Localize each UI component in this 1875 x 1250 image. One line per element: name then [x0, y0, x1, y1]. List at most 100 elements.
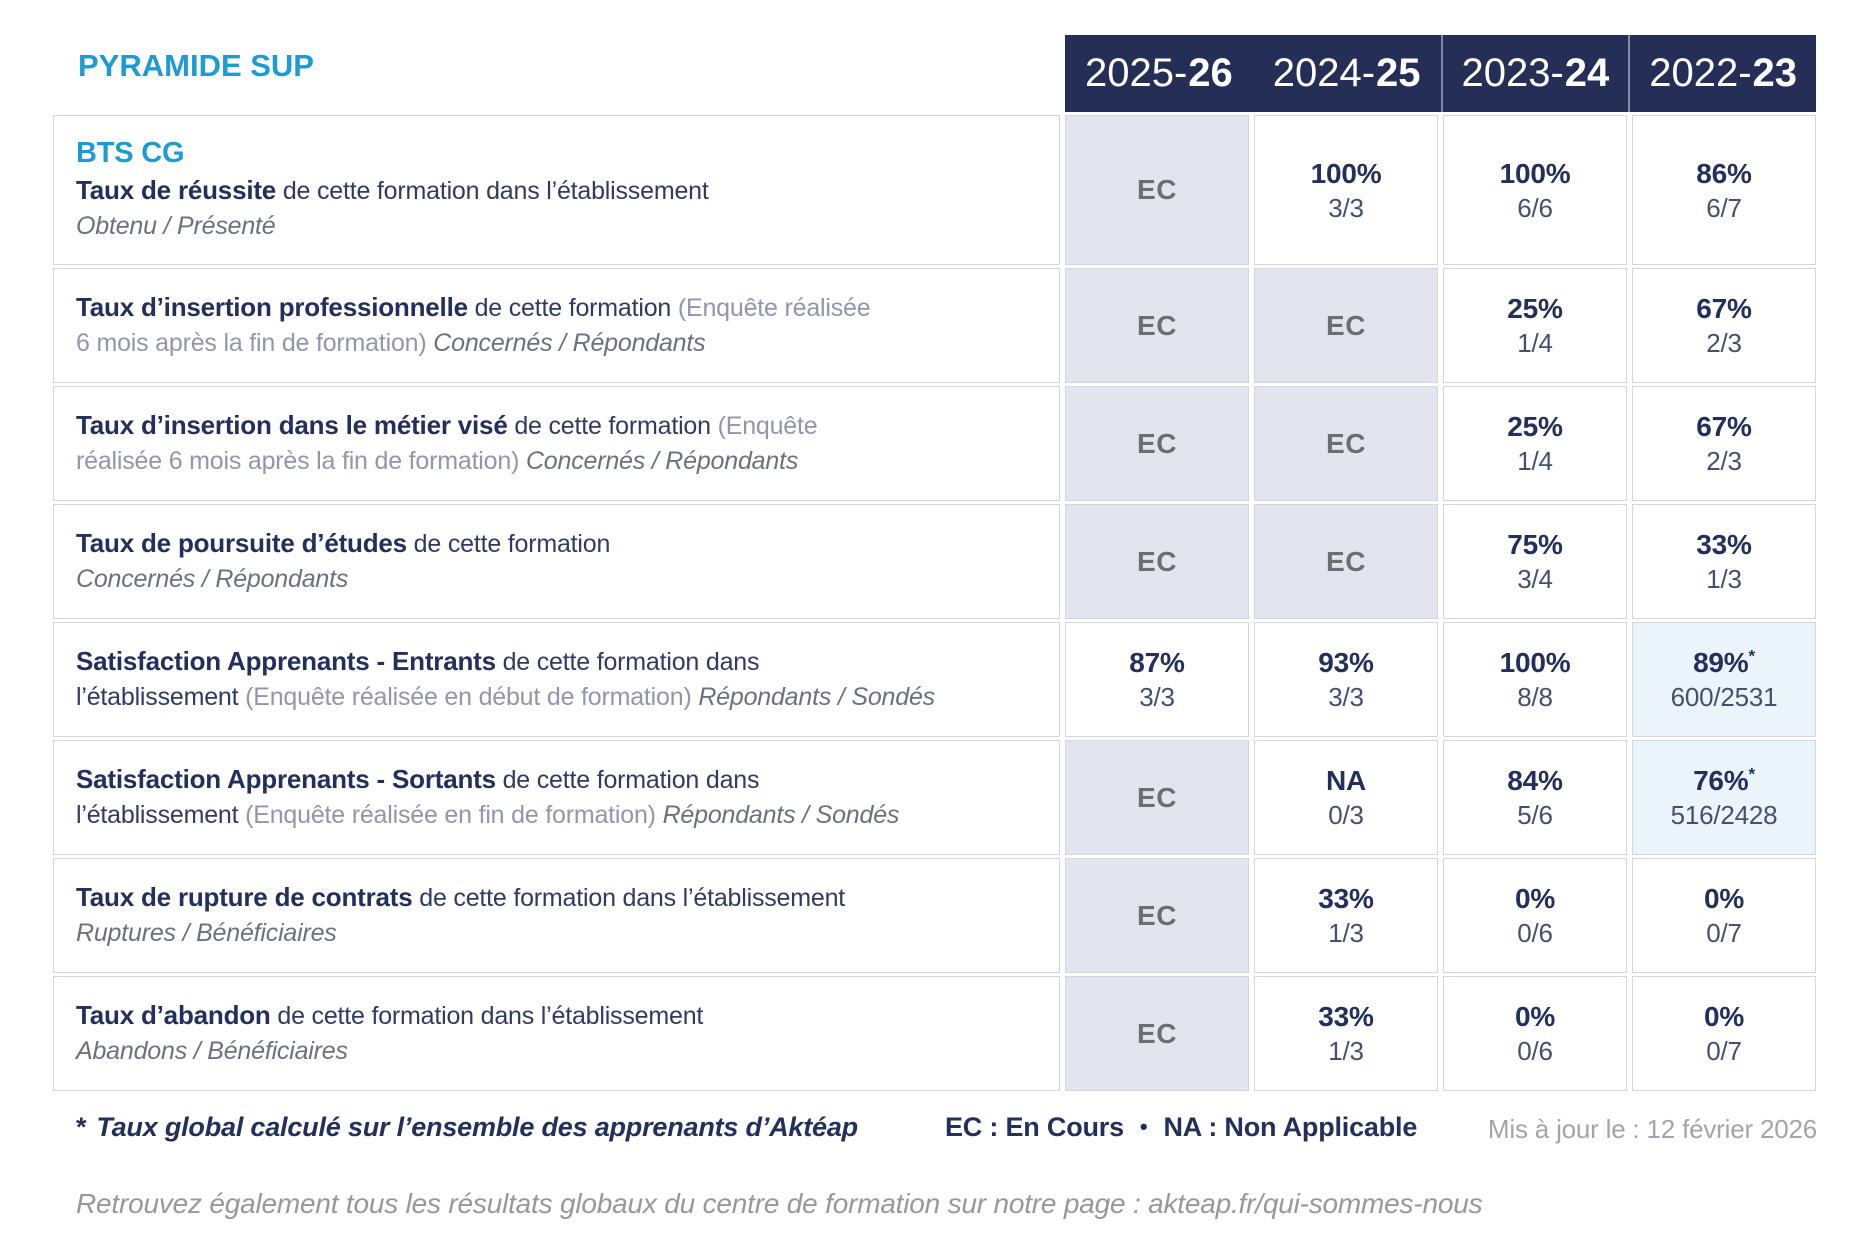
row-label-segment: Répondants / Sondés — [698, 683, 935, 711]
row-label-line: Obtenu / Présenté — [76, 209, 1049, 244]
year-header-band: 2025- 26 2024- 25 2023- 24 2022- 23 — [1065, 35, 1816, 112]
rate-percent: 86% — [1696, 159, 1752, 188]
rate-percent: NA — [1326, 767, 1366, 795]
row-label-line: réalisée 6 mois après la fin de formatio… — [76, 444, 1049, 479]
footnote-star-marker: * — [76, 1112, 87, 1142]
row-label-line: Taux de rupture de contrats de cette for… — [76, 880, 1049, 916]
row-label-segment: Taux de réussite — [76, 174, 277, 205]
rate-percent-text: 0% — [1703, 1001, 1745, 1032]
row-label-line: l’établissement (Enquête réalisée en fin… — [76, 798, 1049, 833]
row-label-segment: Taux de rupture de contrats — [76, 882, 413, 912]
year-prefix: 2023- — [1461, 51, 1564, 95]
value-cell: 0% 0/7 — [1632, 976, 1816, 1091]
legend-ec: EC : En Cours — [945, 1112, 1124, 1142]
row-label: Taux de rupture de contrats de cette for… — [53, 858, 1060, 973]
table-row: Satisfaction Apprenants - Entrants de ce… — [53, 622, 1816, 737]
row-label-line: Satisfaction Apprenants - Sortants de ce… — [76, 762, 1049, 798]
row-label-segment: de cette formation dans — [495, 648, 760, 676]
row-label-segment: Taux d’abandon — [76, 1000, 271, 1030]
year-prefix: 2022- — [1649, 51, 1752, 95]
rate-percent: 67% — [1696, 413, 1752, 441]
value-cell: 75% 3/4 — [1443, 504, 1627, 619]
rate-fraction: 1/4 — [1517, 328, 1553, 358]
rate-percent: 84% — [1507, 767, 1563, 795]
rate-fraction: 2/3 — [1706, 328, 1742, 358]
row-label-segment: Obtenu / Présenté — [76, 211, 276, 240]
value-cell: 0% 0/7 — [1632, 858, 1816, 973]
row-label-line: Concernés / Répondants — [76, 562, 1049, 597]
value-cell: 100% 6/6 — [1443, 115, 1627, 265]
rate-percent: 100% — [1500, 159, 1571, 188]
rate-percent-text: 100% — [1310, 157, 1382, 189]
rate-fraction: 1/3 — [1328, 1036, 1364, 1066]
rate-fraction: 0/3 — [1328, 800, 1364, 830]
value-cell: 33% 1/3 — [1254, 976, 1438, 1091]
rate-percent: 0% — [1704, 1003, 1744, 1031]
table-row: Taux de poursuite d’études de cette form… — [53, 504, 1816, 619]
ec-cell: EC — [1065, 740, 1249, 855]
rate-percent: 33% — [1318, 885, 1374, 913]
rate-fraction: 3/3 — [1328, 682, 1364, 712]
row-label-segment: Concernés / Répondants — [525, 447, 799, 475]
row-label: BTS CG Taux de réussite de cette formatio… — [53, 115, 1060, 265]
row-label-segment: de cette formation — [507, 412, 718, 440]
rate-percent: 75% — [1507, 531, 1563, 559]
ec-cell: EC — [1065, 115, 1249, 265]
row-label-segment: de cette formation — [467, 294, 678, 322]
rate-percent-text: 33% — [1318, 1001, 1374, 1032]
ec-cell: EC — [1254, 504, 1438, 619]
rate-percent-text: 76% — [1693, 765, 1749, 796]
rate-percent-text: 87% — [1129, 647, 1185, 678]
value-cell: 67% 2/3 — [1632, 386, 1816, 501]
table-row: Taux de rupture de contrats de cette for… — [53, 858, 1816, 973]
rate-percent: 100% — [1310, 157, 1382, 189]
row-label-line: l’établissement (Enquête réalisée en déb… — [76, 680, 1049, 715]
row-label-line: Taux d’insertion dans le métier visé de … — [76, 408, 1049, 444]
value-cell: 67% 2/3 — [1632, 268, 1816, 383]
rate-percent: 25% — [1507, 413, 1563, 441]
rate-percent: 76%* — [1693, 765, 1755, 796]
rate-fraction: 1/3 — [1328, 918, 1364, 948]
table-row: Taux d’abandon de cette formation dans l… — [53, 976, 1816, 1091]
year-column-header: 2024- 25 — [1253, 35, 1441, 112]
row-label-line: Satisfaction Apprenants - Entrants de ce… — [76, 644, 1049, 680]
value-cell: 84% 5/6 — [1443, 740, 1627, 855]
row-label-segment: (Enquête réalisée en fin de formation) — [245, 801, 663, 829]
ec-label: EC — [1137, 545, 1177, 577]
table-body: BTS CG Taux de réussite de cette formatio… — [53, 115, 1816, 1091]
year-bold: 26 — [1188, 51, 1233, 95]
rate-percent: 33% — [1318, 1001, 1374, 1032]
rate-percent-text: 0% — [1514, 1001, 1556, 1032]
table-row: Taux d’insertion dans le métier visé de … — [53, 386, 1816, 501]
row-label-segment: Répondants / Sondés — [662, 801, 900, 829]
row-label-segment: Ruptures / Bénéficiaires — [76, 919, 337, 947]
ec-cell: EC — [1065, 268, 1249, 383]
rate-fraction: 5/6 — [1517, 800, 1553, 830]
rate-percent-text: 0% — [1703, 883, 1745, 914]
rate-percent: 0% — [1704, 885, 1744, 913]
legend-separator: • — [1139, 1114, 1148, 1139]
year-column-header: 2022- 23 — [1628, 35, 1816, 112]
year-bold: 25 — [1376, 51, 1421, 95]
footnote-text: Taux global calculé sur l’ensemble des a… — [96, 1112, 858, 1142]
value-cell: 87% 3/3 — [1065, 622, 1249, 737]
rate-fraction: 516/2428 — [1670, 800, 1778, 830]
rate-fraction: 0/6 — [1517, 1036, 1553, 1066]
rate-percent-text: 25% — [1507, 293, 1563, 324]
ec-label: EC — [1137, 1017, 1177, 1049]
value-cell: 33% 1/3 — [1254, 858, 1438, 973]
row-label-segment: l’établissement — [76, 683, 246, 711]
year-bold: 23 — [1752, 51, 1798, 95]
row-label: Taux d’insertion professionnelle de cett… — [53, 268, 1060, 383]
row-label-line: Abandons / Bénéficiaires — [76, 1034, 1049, 1069]
ec-cell: EC — [1254, 386, 1438, 501]
rate-percent: 33% — [1696, 531, 1752, 559]
row-label-segment: de cette formation dans — [495, 766, 760, 794]
ec-label: EC — [1137, 309, 1177, 341]
ec-label: EC — [1137, 899, 1177, 931]
value-cell: NA 0/3 — [1254, 740, 1438, 855]
row-label: Taux de poursuite d’études de cette form… — [53, 504, 1060, 619]
rate-percent: 25% — [1507, 293, 1563, 324]
value-cell: 25% 1/4 — [1443, 268, 1627, 383]
